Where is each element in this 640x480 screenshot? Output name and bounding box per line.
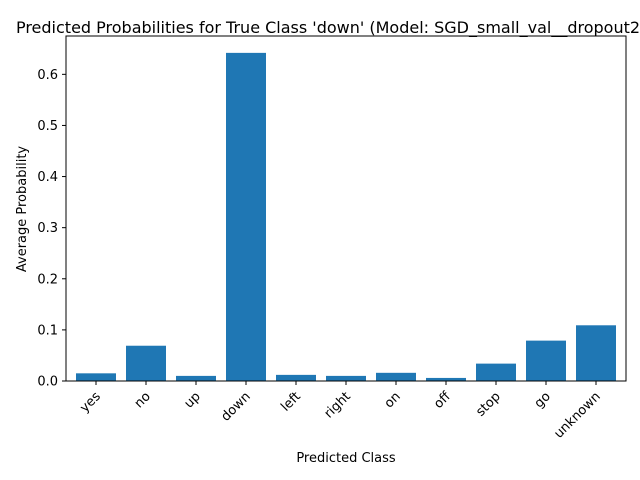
bar-unknown <box>576 325 616 381</box>
y-tick-label: 0.6 <box>37 68 58 83</box>
x-tick-label: right <box>322 389 354 421</box>
bar-stop <box>476 363 516 381</box>
y-tick-label: 0.3 <box>37 221 58 236</box>
x-axis-title: Predicted Class <box>296 451 396 466</box>
bar-go <box>526 340 566 381</box>
bar-yes <box>76 373 116 381</box>
x-tick-label: no <box>132 389 154 411</box>
x-tick-label: down <box>218 389 253 424</box>
bar-off <box>426 377 466 381</box>
bar-on <box>376 372 416 381</box>
bars-group <box>76 52 616 382</box>
y-tick-label: 0.2 <box>37 272 58 287</box>
y-tick-label: 0.1 <box>37 323 58 338</box>
x-tick-label: unknown <box>551 389 603 441</box>
x-tick-label: yes <box>77 389 104 416</box>
y-tick-label: 0.5 <box>37 119 58 134</box>
y-tick-label: 0.4 <box>37 170 58 185</box>
y-ticks-group: 0.0 0.1 0.2 0.3 0.4 0.5 0.6 <box>37 68 66 390</box>
bar-no <box>126 345 166 381</box>
y-axis-title: Average Probability <box>15 146 30 273</box>
bar-left <box>276 374 316 381</box>
x-tick-label: on <box>382 389 404 411</box>
bar-down <box>226 52 266 382</box>
chart-title: Predicted Probabilities for True Class '… <box>16 18 640 38</box>
plot-frame <box>65 35 627 382</box>
bar-up <box>176 375 216 381</box>
y-tick-label: 0.0 <box>37 375 58 390</box>
bar-right <box>326 375 366 381</box>
x-tick-label: off <box>431 388 454 411</box>
x-tick-label: up <box>182 389 204 411</box>
x-tick-label: stop <box>473 389 503 419</box>
x-tick-label: go <box>532 389 554 411</box>
x-tick-label: left <box>278 389 304 415</box>
